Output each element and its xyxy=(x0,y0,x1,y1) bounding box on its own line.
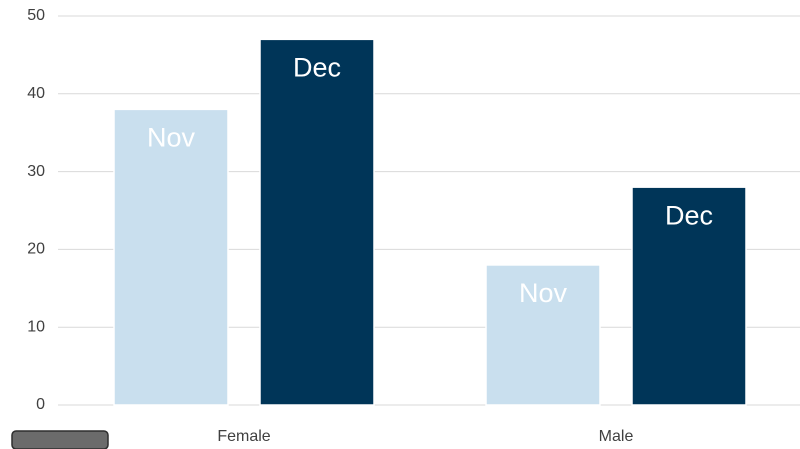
bar xyxy=(113,108,229,406)
y-tick-label: 20 xyxy=(27,241,45,258)
data-label: Nov xyxy=(519,278,568,308)
data-label: Dec xyxy=(665,200,713,230)
x-tick-label: Male xyxy=(599,428,634,445)
y-tick-label: 40 xyxy=(27,85,45,102)
x-tick-label: Female xyxy=(217,428,270,445)
y-tick-label: 30 xyxy=(27,163,45,180)
y-tick-label: 0 xyxy=(36,396,45,413)
data-label: Dec xyxy=(293,52,341,82)
menu-button[interactable] xyxy=(11,430,109,449)
bar xyxy=(485,264,601,406)
bar xyxy=(259,38,375,406)
data-label: Nov xyxy=(147,122,196,152)
y-tick-label: 50 xyxy=(27,7,45,24)
bar xyxy=(631,186,747,406)
y-tick-label: 10 xyxy=(27,318,45,335)
